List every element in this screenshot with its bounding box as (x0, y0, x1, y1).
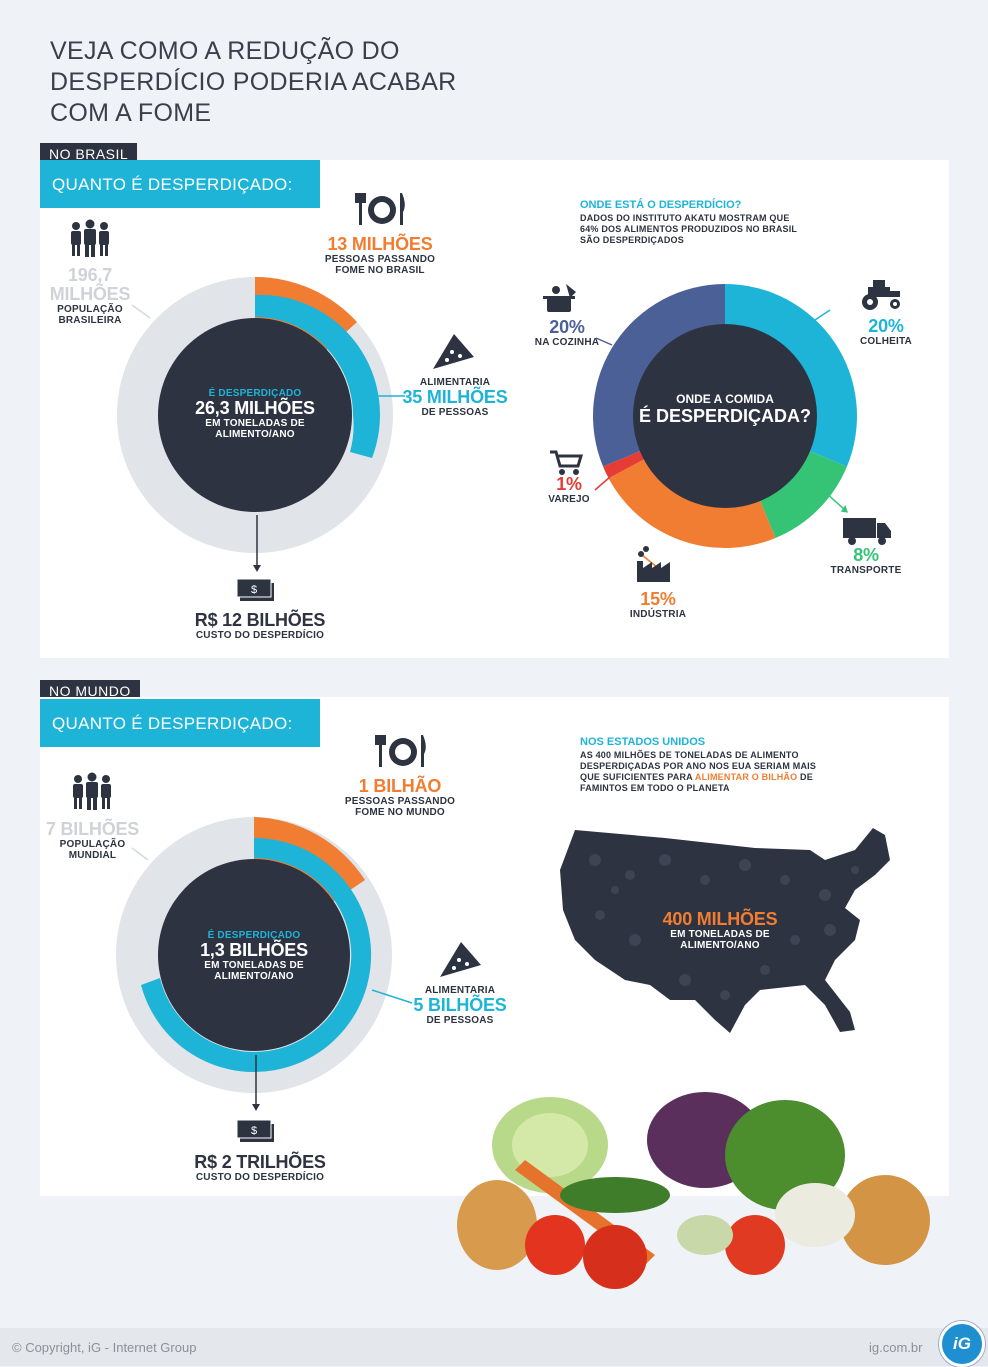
slice-label-industria: 15% INDÚSTRIA (629, 589, 687, 621)
where-info: ONDE ESTÁ O DESPERDÍCIO? DADOS DO INSTIT… (580, 199, 798, 245)
kitchen-pointer (595, 337, 613, 346)
people-icon-mundo (73, 772, 111, 810)
population-brasil: 196,7 MILHÕES POPULAÇÃO BRASILEIRA (49, 265, 131, 327)
tomato-1 (525, 1215, 585, 1275)
food-pattern (589, 854, 859, 1000)
slice-label-transporte: 8% TRANSPORTE (830, 545, 902, 577)
usa-map (560, 828, 890, 1033)
feeds-arc (255, 294, 381, 458)
cabbage-inner (512, 1113, 588, 1177)
usa-highlight: ALIMENTAR O BILHÃO (694, 772, 798, 782)
region-tag-mundo: NO MUNDO (40, 680, 140, 701)
footer (0, 1328, 988, 1366)
donut-center-text: ONDE A COMIDA É DESPERDIÇADA? (638, 392, 812, 426)
hunger-mundo: 1 BILHÃO PESSOAS PASSANDO FOME NO MUNDO (344, 776, 456, 819)
cost-brasil: R$ 12 BILHÕES CUSTO DO DESPERDÍCIO (194, 610, 326, 642)
waste-center-circle-mundo (158, 859, 350, 1051)
onion-left (457, 1180, 537, 1270)
question-bar-mundo: QUANTO É DESPERDIÇADO: (40, 699, 320, 747)
zucchini (677, 1215, 733, 1255)
plate-cutlery-icon (355, 193, 405, 225)
pot-icon (543, 284, 576, 312)
waste-donut-chart (593, 284, 857, 569)
tomato-2 (583, 1225, 647, 1289)
copyright: © Copyright, iG - Internet Group (12, 1340, 197, 1355)
brasil-ring-chart: $ (71, 193, 474, 601)
slice-label-cozinha: 20% NA COZINHA (534, 317, 600, 349)
transport-arrow (840, 505, 849, 513)
svg-text:$: $ (251, 1125, 257, 1137)
mundo-ring-chart: $ (73, 735, 481, 1142)
slice-label-varejo: 1% VAREJO (548, 474, 590, 506)
donut-icons (543, 280, 900, 582)
cost-mundo: R$ 2 TRILHÕES CUSTO DO DESPERDÍCIO (194, 1152, 326, 1184)
waste-mundo: É DESPERDIÇADO 1,3 BILHÕES EM TONELADAS … (200, 930, 308, 982)
usa-value: 400 MILHÕES EM TONELADAS DE ALIMENTO/ANO (662, 909, 778, 952)
feeds-pointer-mundo (371, 989, 413, 1004)
usa-info: NOS ESTADOS UNIDOS AS 400 MILHÕES DE TON… (580, 736, 860, 794)
feeds-brasil: ALIMENTARIA 35 MILHÕES DE PESSOAS (402, 377, 508, 418)
truck-icon (843, 518, 891, 545)
tomato-3 (725, 1215, 785, 1275)
donut-center (633, 324, 817, 508)
vegetables-illustration (457, 1092, 930, 1289)
waste-brasil: É DESPERDIÇADO 26,3 MILHÕES EM TONELADAS… (195, 388, 315, 440)
site-link[interactable]: ig.com.br (869, 1340, 923, 1355)
people-icon (71, 219, 109, 257)
harvest-pointer (814, 309, 831, 321)
herbs (725, 1100, 845, 1210)
pizza-slice-icon-mundo (440, 942, 481, 977)
question-bar-brasil: QUANTO É DESPERDIÇADO: (40, 160, 320, 208)
region-tag-brasil: NO BRASIL (40, 143, 138, 164)
onion-right (840, 1175, 930, 1265)
slice-label-colheita: 20% COLHEITA (860, 316, 912, 348)
population-mundo: 7 BILHÕES POPULAÇÃO MUNDIAL (45, 819, 140, 862)
cart-icon (550, 450, 584, 475)
hunger-brasil: 13 MILHÕES PESSOAS PASSANDO FOME NO BRAS… (324, 234, 436, 277)
svg-text:$: $ (251, 584, 257, 596)
transport-pointer (824, 491, 846, 511)
plate-cutlery-icon-mundo (375, 735, 426, 767)
retail-pointer (594, 476, 611, 491)
cost-arrow (253, 565, 261, 572)
waste-center-circle (158, 318, 352, 512)
money-icon-mundo: $ (236, 1119, 274, 1142)
page-title: VEJA COMO A REDUÇÃO DO DESPERDÍCIO PODER… (50, 37, 457, 127)
cost-arrow-mundo (252, 1104, 260, 1111)
tractor-icon (862, 280, 900, 310)
pizza-slice-icon (433, 334, 474, 369)
pop-pointer (131, 304, 151, 319)
money-icon: $ (236, 578, 274, 601)
pop-pointer-mundo (131, 847, 149, 861)
cucumber (560, 1177, 670, 1213)
cauliflower (775, 1183, 855, 1247)
feeds-mundo: ALIMENTARIA 5 BILHÕES DE PESSOAS (413, 985, 507, 1026)
ig-logo[interactable]: iG (939, 1321, 985, 1367)
usa-text-line3: QUE SUFICIENTES PARA ALIMENTAR O BILHÃO … (580, 772, 813, 782)
factory-icon (637, 546, 670, 582)
usa-map-shape (560, 828, 890, 1033)
